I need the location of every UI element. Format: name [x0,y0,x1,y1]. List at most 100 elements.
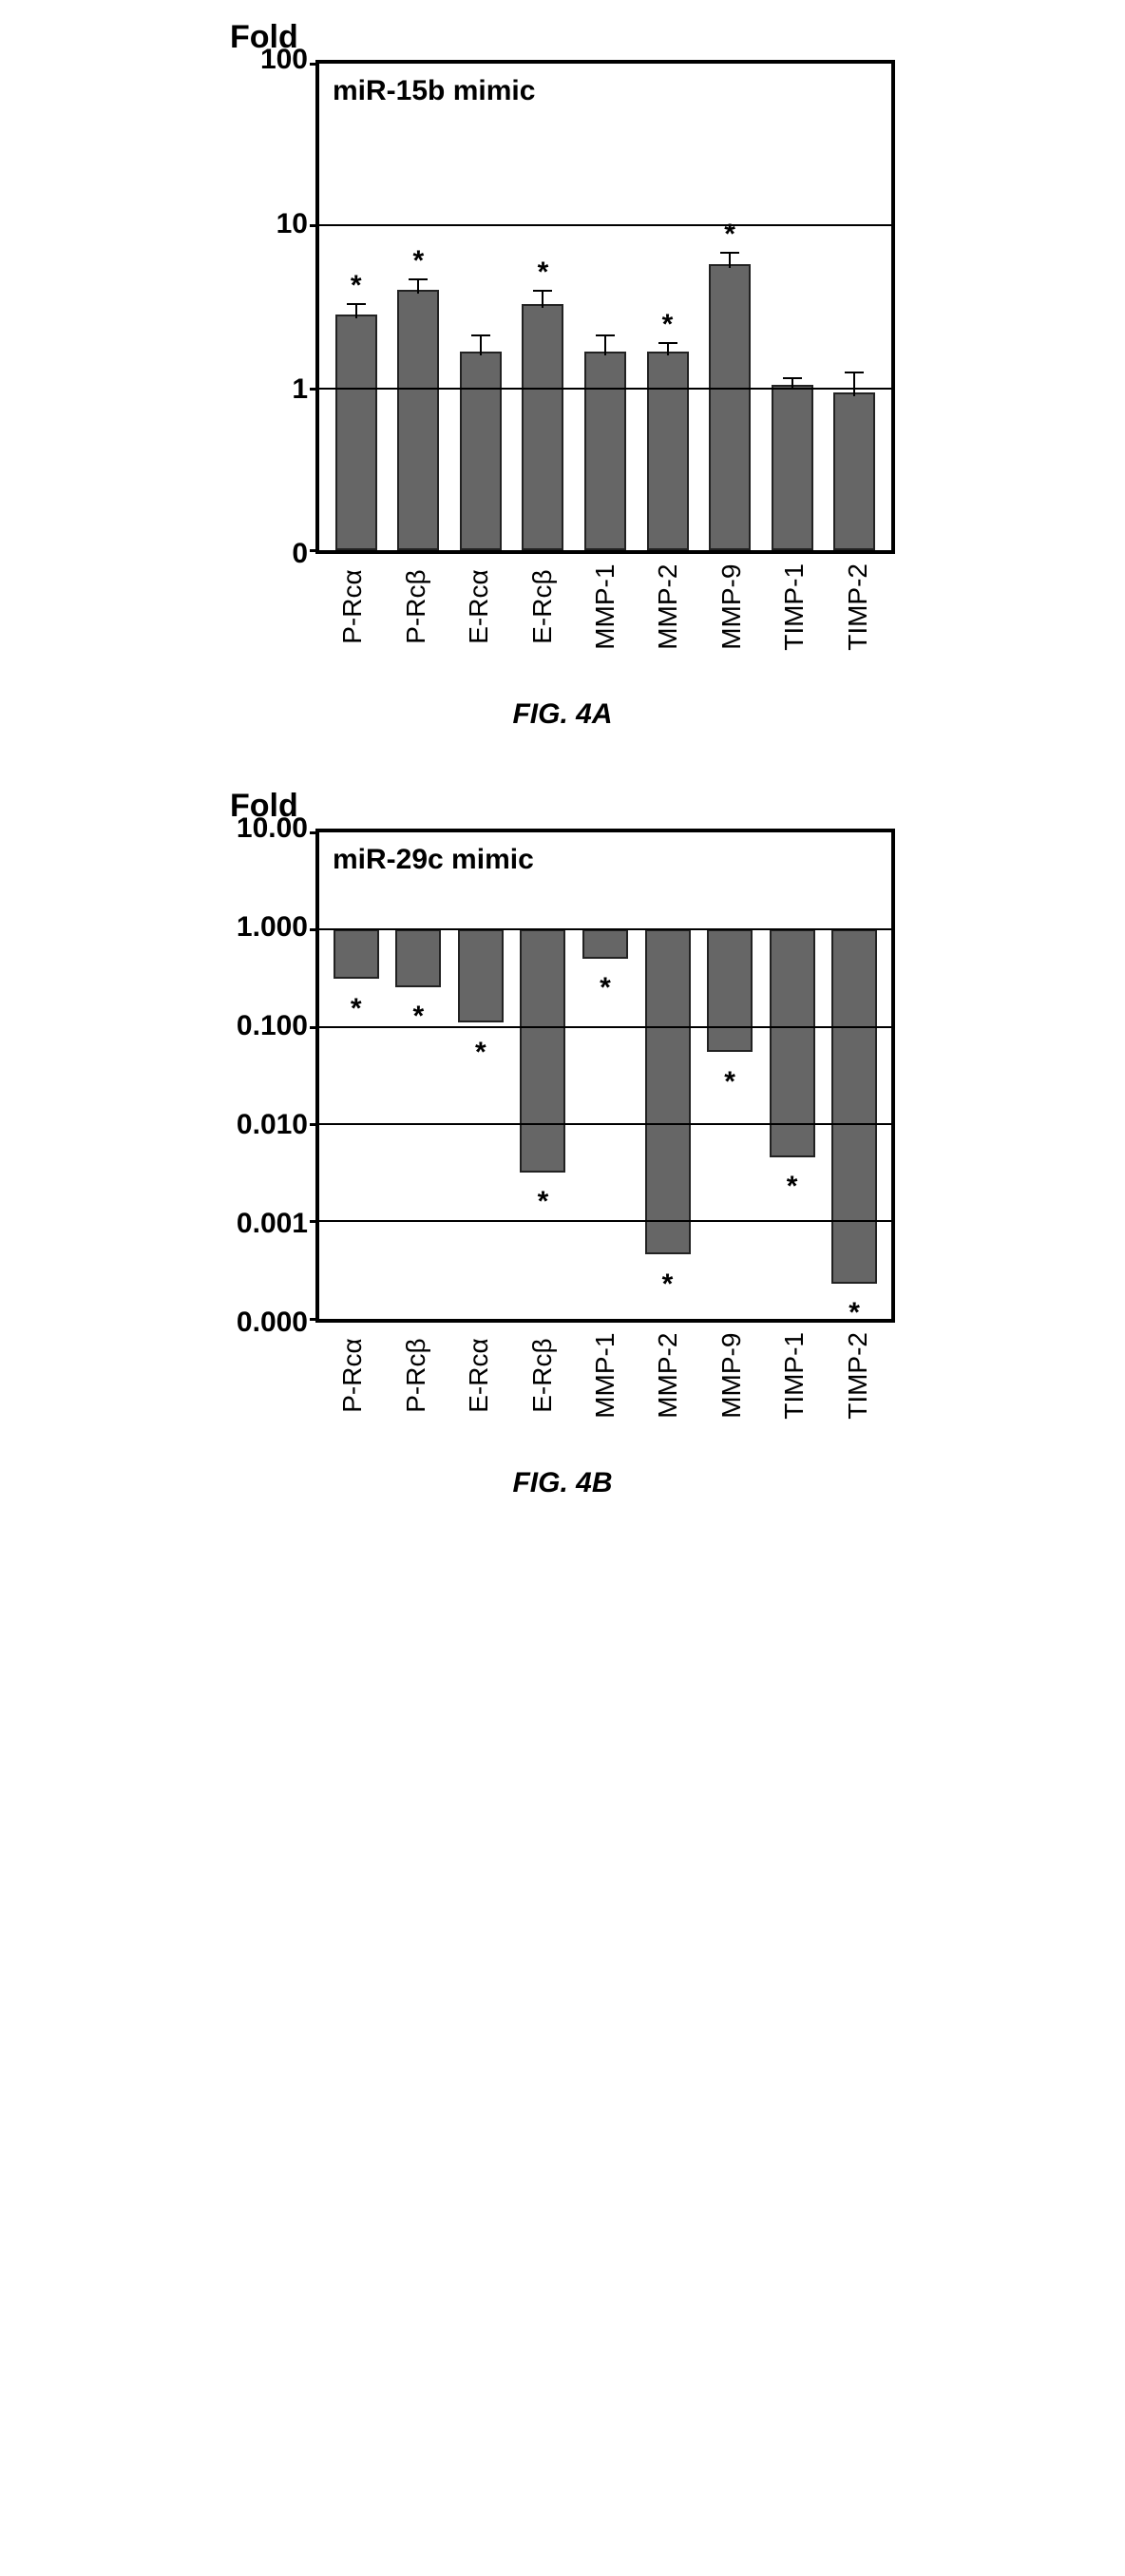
y-tick-label: 1 [292,373,308,406]
bar-col: * [772,832,813,1319]
bar [397,290,439,550]
error-bar [355,304,357,318]
bar-col: * [833,832,875,1319]
bar [707,929,753,1052]
error-cap [409,278,428,280]
chart-b: Fold 0.0000.0010.0100.1001.00010.00 miR-… [230,788,895,1420]
error-cap [471,334,490,336]
bar-col: * [647,64,689,550]
error-cap [658,342,677,344]
bar-col [460,64,502,550]
error-bar [729,253,731,268]
bar-col: * [335,64,377,550]
bar-col: * [584,832,626,1319]
x-label: P-Rcα [332,563,373,651]
gridline [319,1220,891,1222]
y-tick [310,928,319,931]
x-axis-b: P-RcαP-RcβE-RcαE-RcβMMP-1MMP-2MMP-9TIMP-… [315,1323,895,1420]
y-tick-label: 10 [276,208,308,240]
gridline [319,224,891,226]
bar [833,392,875,550]
bar-col: * [397,832,439,1319]
x-label: E-Rcα [458,1332,500,1420]
bar-col: * [647,832,689,1319]
error-bar [417,279,419,295]
x-label: TIMP-2 [837,1332,879,1420]
figure-4a: Fold 0110100 miR-15b mimic ***** P-RcαP-… [230,19,895,731]
significance-star: * [351,272,362,300]
y-tick-label: 0 [292,538,308,570]
caption-a: FIG. 4A [230,698,895,731]
y-tick-label: 1.000 [237,911,308,944]
gridline [319,928,891,930]
significance-star: * [538,258,549,287]
error-bar [853,372,855,396]
error-cap [720,252,739,254]
y-tick-label: 0.100 [237,1010,308,1042]
bar [772,385,813,550]
y-tick-label: 10.00 [237,812,308,845]
bar [831,929,877,1284]
y-tick [310,388,319,391]
figure-4b: Fold 0.0000.0010.0100.1001.00010.00 miR-… [230,788,895,1499]
bar-col [584,64,626,550]
error-bar [542,291,543,309]
bar [520,929,565,1172]
error-bar [604,335,606,354]
x-label: TIMP-2 [837,563,879,651]
significance-star: * [662,311,674,339]
bar [522,304,563,550]
y-tick [310,831,319,834]
error-cap [347,303,366,305]
error-cap [783,377,802,379]
error-cap [533,290,552,292]
x-label: TIMP-1 [773,1332,815,1420]
y-axis-b: 0.0000.0010.0100.1001.00010.00 [230,829,315,1323]
x-label: MMP-2 [647,1332,689,1420]
x-label: P-Rcα [332,1332,373,1420]
bar [647,352,689,550]
y-tick [310,1318,319,1321]
y-tick [310,549,319,552]
bar [460,352,502,550]
x-axis-a: P-RcαP-RcβE-RcαE-RcβMMP-1MMP-2MMP-9TIMP-… [315,554,895,651]
bar-col: * [522,64,563,550]
gridline [319,388,891,390]
significance-star: * [787,1173,798,1201]
significance-star: * [662,1270,674,1299]
x-label: E-Rcβ [522,1332,563,1420]
error-bar [480,335,482,354]
y-tick-label: 0.010 [237,1109,308,1141]
bar [335,315,377,550]
x-label: MMP-1 [584,563,626,651]
bar-col: * [397,64,439,550]
gridline [319,1123,891,1125]
significance-star: * [475,1039,486,1067]
error-cap [845,372,864,373]
x-label: TIMP-1 [773,563,815,651]
y-tick [310,63,319,66]
y-axis-title: Fold [230,19,895,56]
x-label: E-Rcα [458,563,500,651]
bar [334,929,379,979]
significance-star: * [351,995,362,1023]
x-label: P-Rcβ [395,1332,437,1420]
bar-col: * [460,832,502,1319]
caption-b: FIG. 4B [230,1467,895,1499]
bar-col: * [522,832,563,1319]
x-label: P-Rcβ [395,563,437,651]
bar-col: * [709,64,751,550]
significance-star: * [849,1299,860,1327]
y-tick [310,1220,319,1223]
y-axis-title-b: Fold [230,788,895,825]
bars-b: * * * * * * * * * [319,832,891,1319]
y-tick [310,224,319,227]
y-axis-a: 0110100 [230,60,315,554]
bar-col [833,64,875,550]
x-label: MMP-2 [647,563,689,651]
plot-area-b: miR-29c mimic ********* [315,829,895,1323]
bar [395,929,441,987]
significance-star: * [538,1188,549,1216]
significance-star: * [724,1068,735,1097]
x-label: MMP-1 [584,1332,626,1420]
